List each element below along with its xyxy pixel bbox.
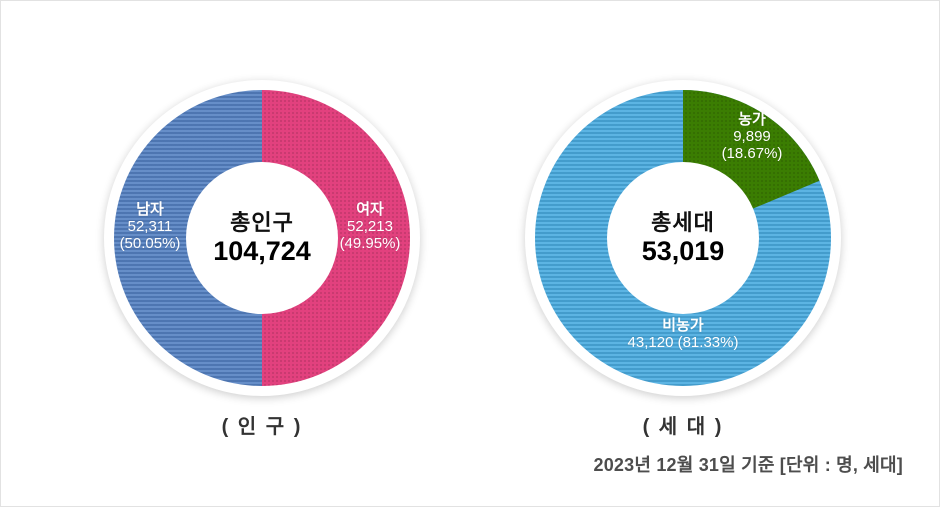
nonfarm-percent: (81.33%) (677, 334, 739, 351)
household-donut-chart: 농가 9,899 (18.67%) 비농가 43,120 (81.33%) 총세… (525, 80, 841, 396)
male-value: 52,311 (127, 218, 173, 235)
male-percent: (50.05%) (119, 235, 181, 252)
female-label: 여자 (356, 201, 384, 218)
nonfarm-label: 비농가 (662, 317, 704, 334)
population-donut-center: 총인구 104,724 (186, 162, 338, 314)
reference-date-unit-note: 2023년 12월 31일 기준 [단위 : 명, 세대] (593, 455, 903, 475)
household-donut-center: 총세대 53,019 (607, 162, 759, 314)
male-label: 남자 (136, 201, 164, 218)
nonfarm-value: 43,120 (627, 334, 674, 351)
total-population-title: 총인구 (230, 210, 294, 235)
male-slice-label: 남자 52,311 (50.05%) (104, 201, 196, 252)
female-percent: (49.95%) (339, 235, 401, 252)
farm-value: 9,899 (733, 128, 771, 145)
female-value: 52,213 (347, 218, 393, 235)
household-caption: ( 세 대 ) (642, 416, 724, 438)
population-caption: ( 인 구 ) (221, 416, 303, 438)
population-donut-ring: 남자 52,311 (50.05%) 여자 52,213 (49.95%) 총인… (104, 80, 420, 396)
household-donut-ring: 농가 9,899 (18.67%) 비농가 43,120 (81.33%) 총세… (525, 80, 841, 396)
total-household-title: 총세대 (651, 210, 715, 235)
nonfarm-value-percent: 43,120 (81.33%) (598, 334, 768, 351)
nonfarm-slice-label: 비농가 43,120 (81.33%) (598, 317, 768, 351)
farm-percent: (18.67%) (721, 145, 783, 162)
total-household-value: 53,019 (641, 236, 725, 266)
population-donut-chart: 남자 52,311 (50.05%) 여자 52,213 (49.95%) 총인… (104, 80, 420, 396)
total-population-value: 104,724 (213, 236, 311, 266)
farm-label: 농가 (738, 111, 766, 128)
female-slice-label: 여자 52,213 (49.95%) (324, 201, 416, 252)
farm-slice-label: 농가 9,899 (18.67%) (706, 111, 798, 162)
